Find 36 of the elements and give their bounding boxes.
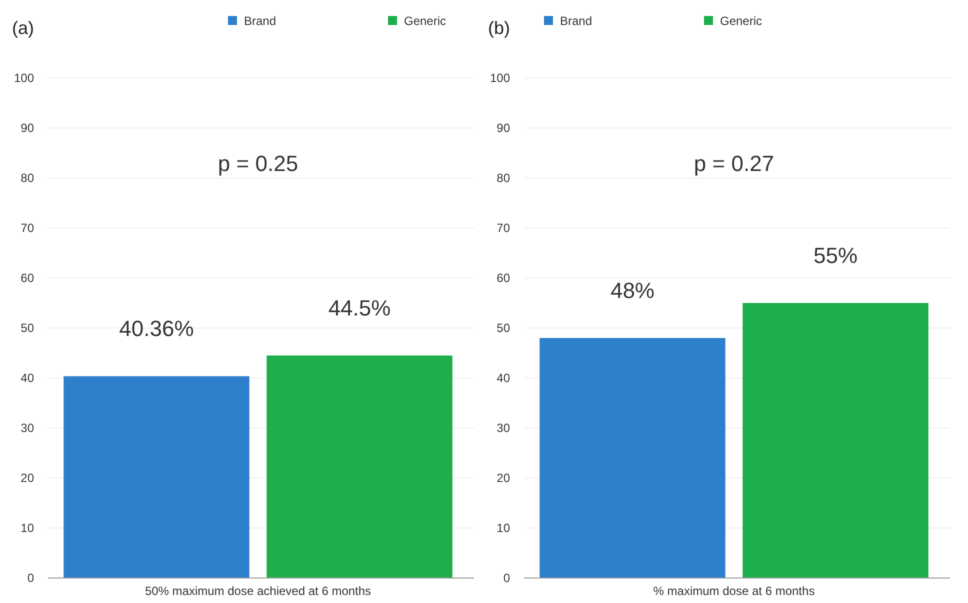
legend-label: Generic bbox=[720, 14, 762, 28]
y-tick-label: 20 bbox=[496, 471, 510, 486]
y-tick-label: 0 bbox=[503, 571, 510, 586]
chart-title: (a) bbox=[12, 18, 34, 38]
y-tick-label: 20 bbox=[20, 471, 34, 486]
y-tick-label: 10 bbox=[496, 521, 510, 536]
y-tick-label: 100 bbox=[14, 71, 34, 86]
y-tick-label: 40 bbox=[20, 371, 34, 386]
y-tick-label: 90 bbox=[496, 121, 510, 136]
x-tick-label: 50% maximum dose achieved at 6 months bbox=[144, 584, 372, 598]
data-label: 44.5% bbox=[328, 296, 391, 320]
y-tick-label: 0 bbox=[27, 571, 34, 586]
legend-label: Brand bbox=[244, 14, 276, 28]
y-tick-label: 50 bbox=[20, 321, 34, 336]
legend-label: Brand bbox=[560, 14, 592, 28]
y-tick-label: 60 bbox=[496, 271, 510, 286]
y-tick-label: 30 bbox=[496, 421, 510, 436]
y-tick-label: 10 bbox=[20, 521, 34, 536]
y-tick-label: 60 bbox=[20, 271, 34, 286]
y-tick-label: 30 bbox=[20, 421, 34, 436]
legend-label: Generic bbox=[404, 14, 446, 28]
annotation: p = 0.25 bbox=[218, 151, 298, 176]
x-tick-label: % maximum dose at 6 months bbox=[653, 584, 815, 598]
y-tick-label: 70 bbox=[20, 221, 34, 236]
data-label: 55% bbox=[813, 243, 858, 268]
y-tick-label: 100 bbox=[490, 71, 510, 86]
y-tick-label: 80 bbox=[496, 171, 510, 186]
data-label: 48% bbox=[610, 278, 655, 303]
annotation: p = 0.27 bbox=[694, 151, 774, 176]
y-tick-label: 80 bbox=[20, 171, 34, 186]
y-tick-label: 90 bbox=[20, 121, 34, 136]
y-tick-label: 40 bbox=[496, 371, 510, 386]
data-label: 40.36% bbox=[119, 316, 194, 342]
y-tick-label: 50 bbox=[496, 321, 510, 336]
y-tick-label: 70 bbox=[496, 221, 510, 236]
chart-title: (b) bbox=[488, 18, 510, 38]
